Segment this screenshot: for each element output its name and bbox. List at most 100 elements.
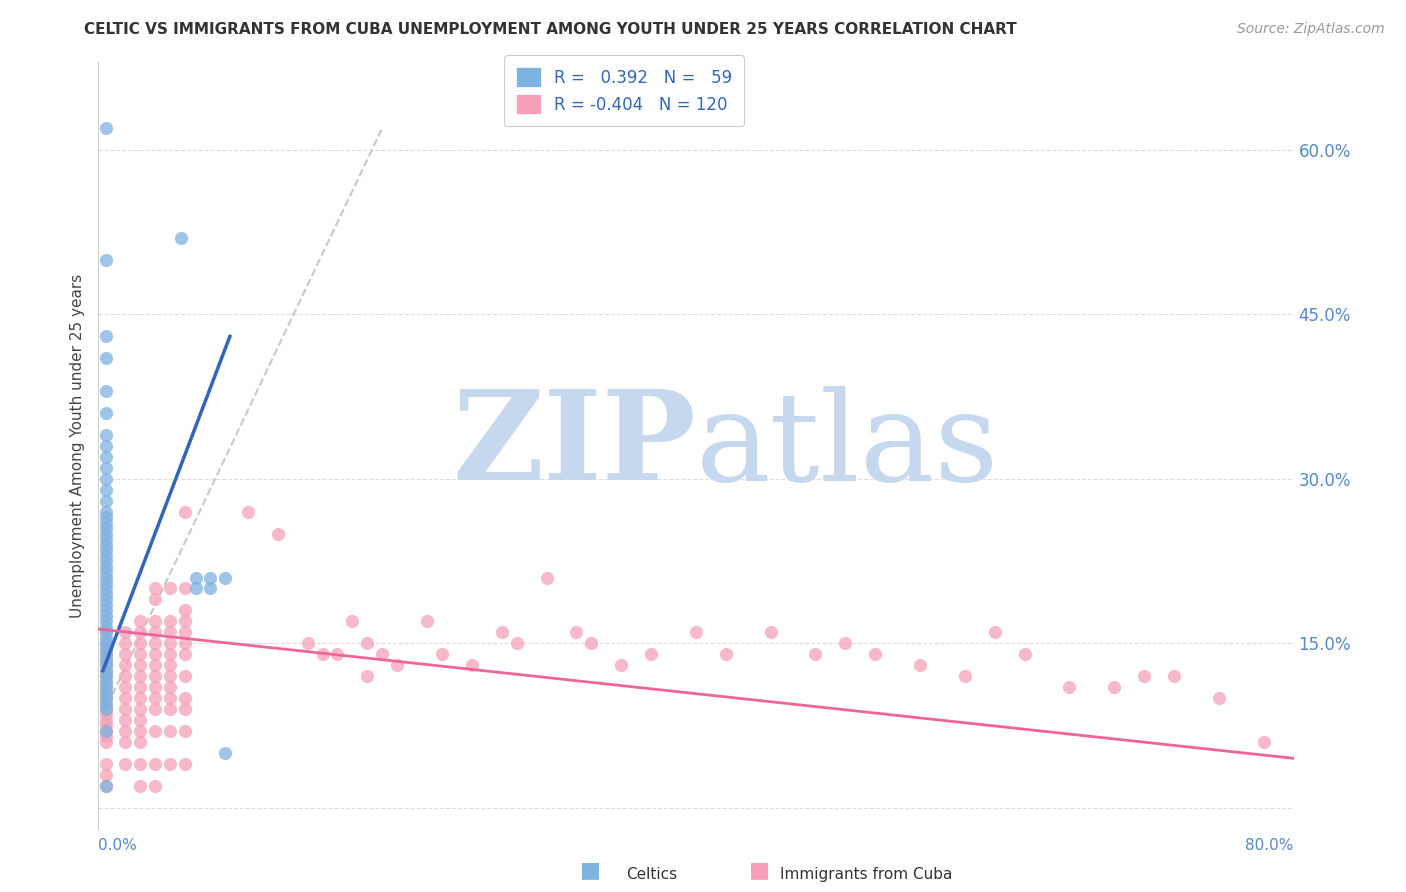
Point [143, 779, 166, 793]
Point [342, 615, 364, 629]
Point [94, 351, 117, 366]
Point [356, 636, 378, 650]
Point [143, 582, 166, 596]
Point [1133, 669, 1156, 683]
Point [174, 647, 197, 661]
Point [159, 669, 181, 683]
Point [159, 691, 181, 706]
Point [114, 735, 136, 749]
Point [94, 723, 117, 738]
Point [416, 615, 439, 629]
Point [114, 723, 136, 738]
Point [159, 636, 181, 650]
Point [174, 603, 197, 617]
Point [297, 636, 319, 650]
Point [114, 680, 136, 694]
Point [94, 779, 117, 793]
Point [94, 647, 117, 661]
Point [94, 658, 117, 673]
Point [143, 615, 166, 629]
Point [94, 723, 117, 738]
Point [1059, 680, 1081, 694]
Point [94, 641, 117, 656]
Point [174, 582, 197, 596]
Point [174, 723, 197, 738]
Point [114, 625, 136, 640]
Point [94, 532, 117, 546]
Text: Source: ZipAtlas.com: Source: ZipAtlas.com [1237, 22, 1385, 37]
Point [129, 647, 152, 661]
Point [184, 570, 207, 584]
Point [94, 625, 117, 640]
Point [371, 647, 394, 661]
Point [865, 647, 887, 661]
Point [129, 615, 152, 629]
Point [759, 625, 782, 640]
Point [834, 636, 856, 650]
Point [1253, 735, 1275, 749]
Point [94, 620, 117, 634]
Point [174, 625, 197, 640]
Point [94, 472, 117, 486]
Point [94, 450, 117, 464]
Point [94, 707, 117, 722]
Point [129, 680, 152, 694]
Point [94, 505, 117, 519]
Point [385, 658, 409, 673]
Point [94, 559, 117, 574]
Point [114, 713, 136, 727]
Point [311, 647, 333, 661]
Point [94, 608, 117, 623]
Legend: R =   0.392   N =   59, R = -0.404   N = 120: R = 0.392 N = 59, R = -0.404 N = 120 [505, 55, 744, 126]
Point [129, 723, 152, 738]
Point [129, 691, 152, 706]
Point [94, 538, 117, 552]
Point [143, 636, 166, 650]
Point [143, 723, 166, 738]
Point [953, 669, 976, 683]
Point [94, 713, 117, 727]
Point [94, 730, 117, 744]
Point [94, 439, 117, 453]
Point [94, 615, 117, 629]
Point [129, 779, 152, 793]
Point [143, 680, 166, 694]
Point [143, 658, 166, 673]
Point [908, 658, 931, 673]
Point [610, 658, 633, 673]
Point [94, 526, 117, 541]
Text: ZIP: ZIP [453, 385, 696, 507]
Point [94, 653, 117, 667]
Point [326, 647, 349, 661]
Point [94, 121, 117, 136]
Point [491, 625, 513, 640]
Point [114, 702, 136, 716]
Point [94, 685, 117, 699]
Point [506, 636, 529, 650]
Point [94, 625, 117, 640]
Point [214, 570, 236, 584]
Point [174, 636, 197, 650]
Point [94, 570, 117, 584]
Point [174, 669, 197, 683]
Point [356, 669, 378, 683]
Point [143, 647, 166, 661]
Point [94, 735, 117, 749]
Point [94, 554, 117, 568]
Point [159, 702, 181, 716]
Point [159, 658, 181, 673]
Point [174, 702, 197, 716]
Point [94, 510, 117, 524]
Point [94, 685, 117, 699]
Point [94, 483, 117, 497]
Point [536, 570, 558, 584]
Point [94, 669, 117, 683]
Point [267, 526, 290, 541]
Point [114, 658, 136, 673]
Point [581, 636, 603, 650]
Point [169, 231, 191, 245]
Point [94, 669, 117, 683]
Text: CELTIC VS IMMIGRANTS FROM CUBA UNEMPLOYMENT AMONG YOUTH UNDER 25 YEARS CORRELATI: CELTIC VS IMMIGRANTS FROM CUBA UNEMPLOYM… [84, 22, 1017, 37]
Point [174, 615, 197, 629]
Point [159, 625, 181, 640]
